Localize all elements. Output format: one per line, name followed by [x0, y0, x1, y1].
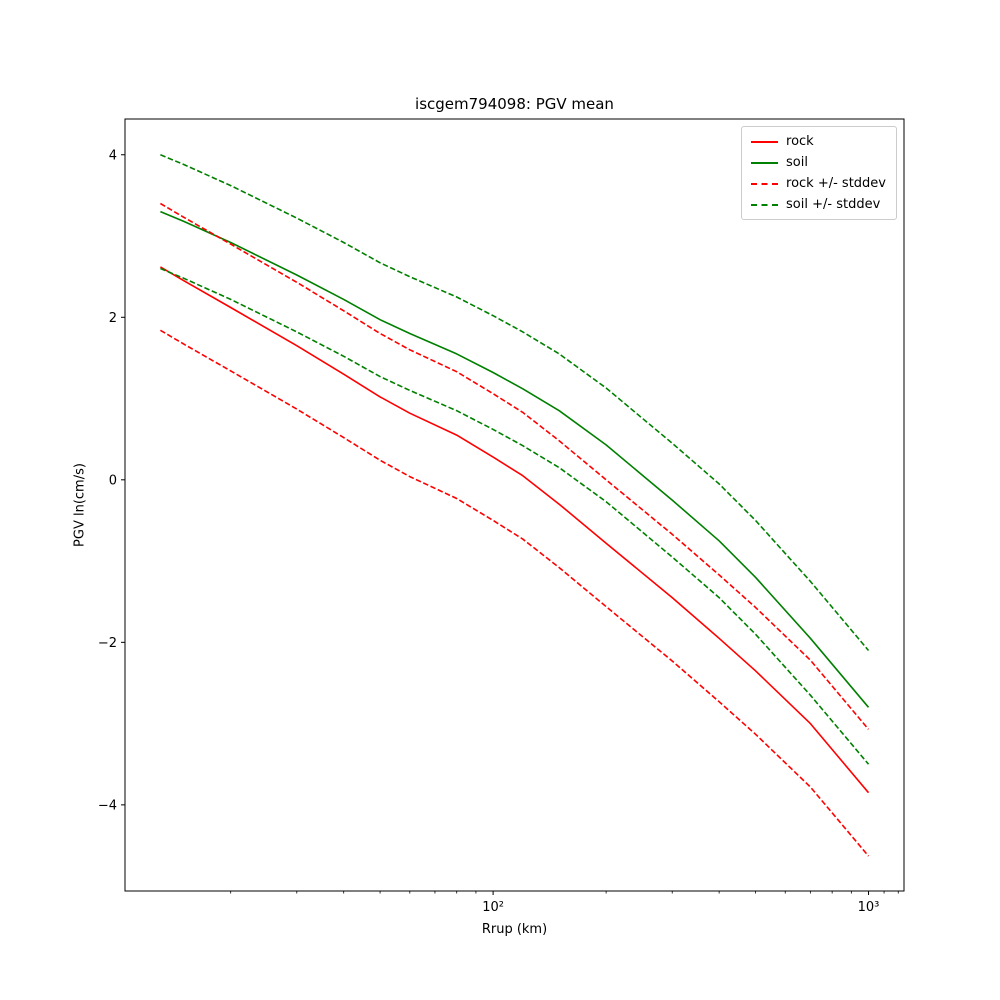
- y-tick-label: 4: [109, 148, 117, 163]
- y-tick-label: 0: [109, 473, 117, 488]
- curve-soil-minus-stddev: [160, 267, 870, 765]
- legend-label: rock: [786, 134, 814, 149]
- legend-line-sample: [751, 182, 779, 185]
- legend-label: rock +/- stddev: [786, 176, 886, 191]
- curve-rock: [159, 266, 870, 794]
- y-tick-label: 2: [109, 311, 117, 326]
- curve-soil: [160, 210, 870, 708]
- y-tick-label: −4: [98, 798, 117, 813]
- x-axis-label: Rrup (km): [481, 922, 548, 937]
- legend-item-soil-stddev: soil +/- stddev: [751, 196, 886, 213]
- legend-line-sample: [751, 161, 779, 164]
- legend-line-sample: [751, 203, 779, 206]
- legend: rock soil rock +/- stddev soil +/- stddev: [741, 126, 897, 220]
- legend-label: soil +/- stddev: [786, 197, 881, 212]
- y-axis-label: PGV ln(cm/s): [72, 463, 88, 547]
- legend-label: soil: [786, 155, 808, 170]
- legend-line-sample: [751, 140, 779, 143]
- chart-title: iscgem794098: PGV mean: [415, 95, 614, 113]
- legend-item-rock: rock: [751, 133, 886, 150]
- curve-soil-plus-stddev: [160, 154, 870, 652]
- x-tick-label: 10³: [858, 900, 880, 915]
- legend-item-soil: soil: [751, 154, 886, 171]
- axes-frame: [124, 118, 905, 892]
- curve-rock-minus-stddev: [159, 329, 870, 857]
- legend-item-rock-stddev: rock +/- stddev: [751, 175, 886, 192]
- y-tick-label: −2: [98, 636, 117, 651]
- x-tick-label: 10²: [482, 900, 504, 915]
- curve-rock-plus-stddev: [159, 202, 870, 730]
